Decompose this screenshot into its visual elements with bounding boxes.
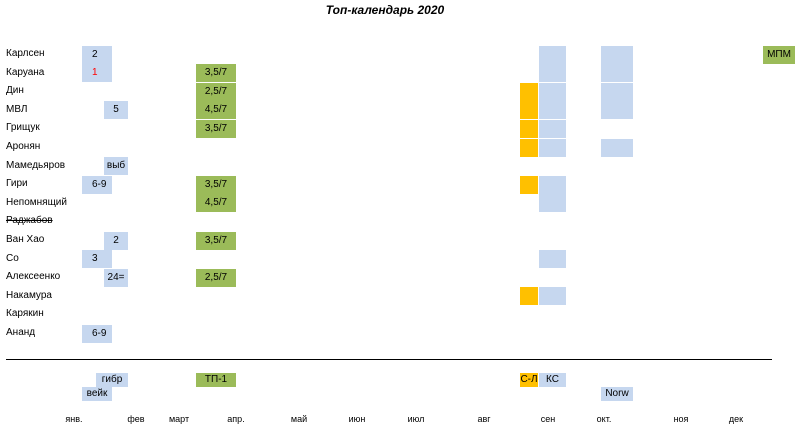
month-tick-label: сен — [540, 414, 556, 424]
result-cell-wijk: 6-9 — [82, 175, 112, 194]
player-name: Карякин — [6, 308, 44, 320]
event-label-norw: Norw — [601, 387, 633, 401]
player-name: Раджабов — [6, 215, 53, 227]
result-cell-norw — [601, 64, 633, 83]
event-label-sl: С-Л — [520, 373, 538, 387]
month-tick-label: март — [168, 414, 190, 424]
month-tick-label: дек — [728, 414, 744, 424]
player-name: Алексеенко — [6, 271, 61, 283]
player-name: Ананд — [6, 327, 36, 338]
event-label-gibr: гибр — [96, 373, 128, 387]
result-cell-ks — [539, 287, 566, 306]
result-cell-tp1: 4,5/7 — [196, 194, 236, 213]
result-cell-tp1: 3,5/7 — [196, 64, 236, 83]
result-cell-wijk: 1 — [82, 64, 112, 83]
result-cell-sl — [520, 287, 538, 306]
result-cell-ks — [539, 101, 566, 120]
result-cell-sl — [520, 119, 538, 138]
player-name: Со — [6, 252, 19, 264]
month-tick-label: апр. — [227, 414, 245, 424]
result-cell-mpm: МПМ — [763, 45, 795, 64]
event-label-ks: КС — [539, 373, 566, 387]
player-name: Непомнящий — [6, 196, 67, 208]
result-cell-gibr: 24= — [104, 268, 128, 287]
result-cell-ks — [539, 175, 566, 194]
player-name: Дин — [6, 85, 24, 97]
chart-title: Топ-календарь 2020 — [325, 3, 445, 17]
result-cell-norw — [601, 45, 633, 64]
result-cell-tp1: 3,5/7 — [196, 175, 236, 194]
result-cell-norw — [601, 101, 633, 120]
player-name: Мамедьяров — [6, 159, 66, 171]
player-name: Грищук — [6, 122, 40, 134]
result-cell-ks — [539, 45, 566, 64]
result-cell-tp1: 3,5/7 — [196, 231, 236, 250]
month-tick-label: авг — [477, 414, 491, 424]
result-cell-ks — [539, 138, 566, 157]
event-label-wijk: вейк — [82, 387, 112, 401]
result-cell-sl — [520, 82, 538, 101]
result-cell-sl — [520, 175, 538, 194]
event-label-tp1: ТП-1 — [196, 373, 236, 387]
month-tick-label: май — [290, 414, 308, 424]
month-tick-label: июл — [407, 414, 425, 424]
result-cell-ks — [539, 119, 566, 138]
month-tick-label: окт. — [596, 414, 612, 424]
player-name: Каруана — [6, 66, 45, 78]
result-cell-wijk: 3 — [82, 250, 112, 269]
result-cell-norw — [601, 82, 633, 101]
player-name: Накамура — [6, 289, 52, 301]
month-tick-label: янв. — [65, 414, 83, 424]
player-name: Аронян — [6, 141, 41, 152]
player-name: Карлсен — [6, 48, 45, 59]
result-cell-ks — [539, 64, 566, 83]
result-cell-tp1: 3,5/7 — [196, 119, 236, 138]
result-cell-tp1: 2,5/7 — [196, 268, 236, 287]
result-cell-wijk: 6-9 — [82, 324, 112, 343]
result-cell-norw — [601, 138, 633, 157]
player-name: МВЛ — [6, 103, 28, 115]
timeline-axis-line — [6, 359, 772, 360]
month-tick-label: июн — [348, 414, 366, 424]
result-cell-gibr: 2 — [104, 231, 128, 250]
result-cell-ks — [539, 82, 566, 101]
month-tick-label: фев — [127, 414, 145, 424]
result-cell-tp1: 2,5/7 — [196, 82, 236, 101]
result-cell-ks — [539, 194, 566, 213]
month-tick-label: ноя — [673, 414, 689, 424]
result-cell-gibr: выб — [104, 157, 128, 176]
result-cell-ks — [539, 250, 566, 269]
result-cell-tp1: 4,5/7 — [196, 101, 236, 120]
player-name: Гири — [6, 178, 28, 190]
result-cell-sl — [520, 101, 538, 120]
result-cell-wijk: 2 — [82, 45, 112, 64]
result-cell-gibr: 5 — [104, 101, 128, 120]
result-cell-sl — [520, 138, 538, 157]
player-name: Ван Хао — [6, 234, 45, 245]
